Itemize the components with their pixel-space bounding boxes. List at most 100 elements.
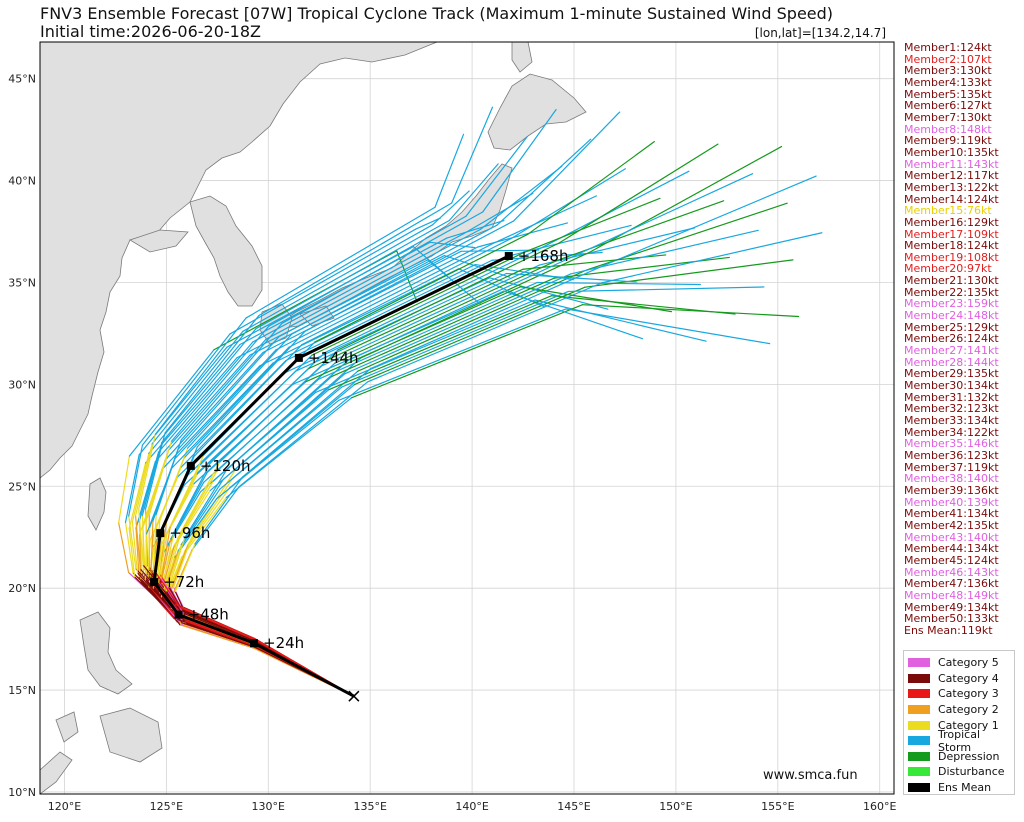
lead-time-label: +24h	[263, 634, 304, 652]
lead-time-label: +72h	[163, 573, 204, 591]
member-track-segment	[568, 287, 764, 291]
lat-tick-label: 40°N	[8, 175, 36, 188]
member-intensity-item: Member42:135kt	[904, 520, 999, 532]
member-track-segment	[583, 305, 799, 317]
member-track-segment	[142, 334, 230, 445]
lead-time-label: +96h	[169, 524, 210, 542]
lead-time-label: +120h	[200, 457, 251, 475]
visayas	[100, 708, 162, 762]
member-track-segment	[355, 287, 585, 384]
legend-swatch	[908, 658, 930, 667]
member-intensity-item: Member39:136kt	[904, 485, 999, 497]
lead-time-marker	[187, 462, 195, 470]
lead-time-label: +168h	[518, 247, 569, 265]
legend-label: Category 4	[938, 672, 999, 685]
legend-swatch	[908, 674, 930, 683]
member-track-segment	[497, 139, 591, 225]
legend-label: Disturbance	[938, 765, 1005, 778]
legend-item: Category 5	[907, 655, 1011, 671]
member-track-segment	[495, 196, 597, 243]
member-track-segment	[197, 331, 305, 446]
legend: Category 5 Category 4 Category 3 Category 2…	[903, 650, 1015, 795]
legend-label: Category 5	[938, 656, 999, 669]
legend-swatch	[908, 752, 930, 761]
hokkaido	[488, 74, 586, 150]
member-track-segment	[590, 147, 782, 253]
member-intensity-item: Member7:130kt	[904, 112, 999, 124]
member-intensity-item: Member33:134kt	[904, 415, 999, 427]
lat-tick-label: 45°N	[8, 73, 36, 86]
member-track-segment	[188, 334, 292, 448]
legend-label: Ens Mean	[938, 781, 991, 794]
legend-item: Category 3	[907, 686, 1011, 702]
member-track-segment	[143, 528, 144, 578]
member-intensity-item: Member27:141kt	[904, 345, 999, 357]
member-track-segment	[266, 234, 464, 340]
member-track-segment	[566, 309, 770, 344]
legend-item: Depression	[907, 749, 1011, 765]
lat-tick-label: 30°N	[8, 378, 36, 391]
legend-swatch	[908, 721, 930, 730]
legend-swatch	[908, 767, 930, 776]
member-track-segment	[571, 230, 759, 274]
lon-tick-label: 140°E	[455, 800, 488, 813]
palawan	[40, 752, 72, 794]
lead-time-label: +48h	[188, 606, 229, 624]
legend-item: Category 4	[907, 671, 1011, 687]
member-track-segment	[243, 225, 433, 332]
taiwan	[88, 478, 106, 530]
credit-text: www.smca.fun	[763, 768, 858, 783]
legend-swatch	[908, 689, 930, 698]
member-track-segment	[604, 176, 816, 265]
legend-label: Category 3	[938, 687, 999, 700]
member-intensity-item: Ens Mean:119kt	[904, 625, 999, 637]
lat-tick-label: 10°N	[8, 786, 36, 799]
lon-tick-label: 155°E	[761, 800, 794, 813]
member-track-segment	[528, 142, 654, 235]
member-intensity-item: Member45:124kt	[904, 555, 999, 567]
lead-time-marker	[150, 578, 158, 586]
lon-tick-label: 150°E	[659, 800, 692, 813]
lead-time-marker	[505, 252, 513, 260]
sakhalin	[512, 42, 532, 72]
member-track-segment	[435, 134, 464, 207]
legend-item: Disturbance	[907, 764, 1011, 780]
member-intensity-item: Member16:129kt	[904, 217, 999, 229]
member-intensity-item: Member4:133kt	[904, 77, 999, 89]
lead-time-marker	[250, 639, 258, 647]
luzon	[80, 612, 132, 694]
legend-item: Ens Mean	[907, 780, 1011, 796]
lon-tick-label: 120°E	[48, 800, 81, 813]
member-track-segment	[256, 221, 449, 329]
lon-tick-label: 145°E	[557, 800, 590, 813]
legend-swatch	[908, 705, 930, 714]
lead-time-marker	[156, 529, 164, 537]
member-intensity-item: Member24:148kt	[904, 310, 999, 322]
legend-swatch	[908, 783, 930, 792]
mindoro	[56, 712, 78, 742]
member-intensity-item: Member36:123kt	[904, 450, 999, 462]
legend-label: Depression	[938, 750, 1000, 763]
legend-item: Category 2	[907, 702, 1011, 718]
initial-position-marker	[349, 691, 359, 701]
member-intensity-item: Member13:122kt	[904, 182, 999, 194]
legend-label: Category 2	[938, 703, 999, 716]
lon-tick-label: 135°E	[353, 800, 386, 813]
member-intensity-item: Member10:135kt	[904, 147, 999, 159]
lead-time-marker	[175, 611, 183, 619]
member-intensity-item: Member48:149kt	[904, 590, 999, 602]
lead-time-label: +144h	[308, 349, 359, 367]
lon-tick-label: 125°E	[150, 800, 183, 813]
member-track-segment	[554, 257, 729, 278]
legend-swatch	[908, 736, 930, 745]
lon-tick-label: 130°E	[252, 800, 285, 813]
member-track-segment	[511, 169, 625, 239]
lat-tick-label: 25°N	[8, 480, 36, 493]
lat-tick-label: 15°N	[8, 684, 36, 697]
lat-tick-label: 20°N	[8, 582, 36, 595]
korea	[190, 196, 262, 306]
member-intensity-item: Member30:134kt	[904, 380, 999, 392]
